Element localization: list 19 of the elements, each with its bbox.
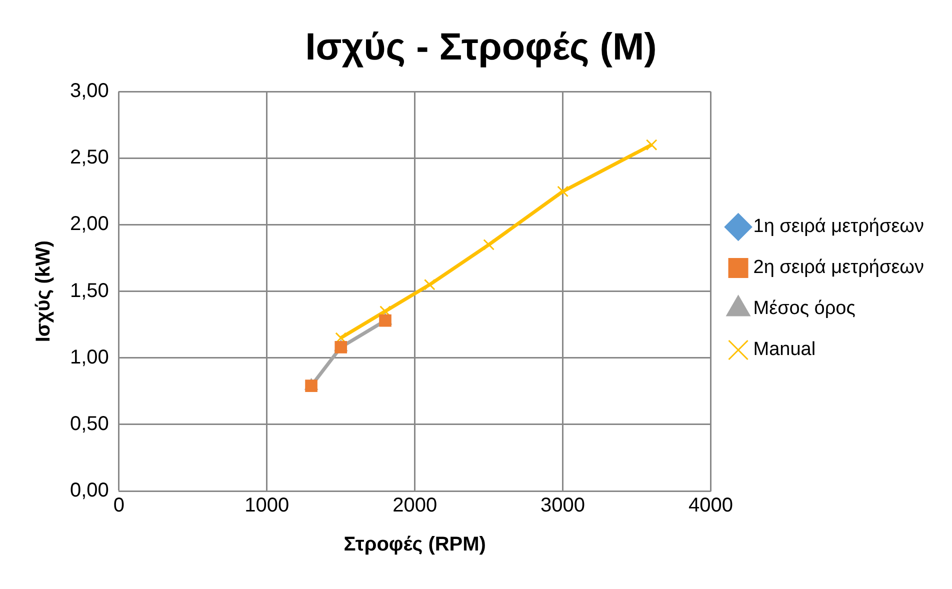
y-tick-label: 2,00	[70, 213, 109, 236]
chart-title: Ισχύς - Στροφές (M)	[305, 26, 657, 68]
x-axis-title: Στροφές (RPM)	[344, 534, 486, 556]
legend-label: 2η σειρά μετρήσεων	[753, 257, 924, 278]
y-axis-title: Ισχύς (kW)	[32, 240, 55, 342]
x-tick-label: 0	[113, 494, 124, 517]
y-tick-label: 0,50	[70, 412, 109, 435]
x-tick-label: 2000	[392, 494, 438, 517]
y-tick-label: 1,00	[70, 346, 109, 368]
legend-label: Manual	[753, 339, 816, 360]
y-tick-label: 1,50	[70, 280, 109, 302]
y-tick-label: 0,00	[70, 480, 109, 502]
y-tick-label: 3,00	[70, 80, 109, 102]
x-tick-label: 4000	[688, 494, 734, 517]
x-tick-label: 3000	[540, 494, 586, 517]
y-tick-label: 2,50	[70, 146, 109, 169]
x-tick-label: 1000	[244, 494, 290, 517]
legend-label: 1η σειρά μετρήσεων	[753, 216, 924, 238]
legend-label: Μέσος όρος	[753, 298, 856, 320]
